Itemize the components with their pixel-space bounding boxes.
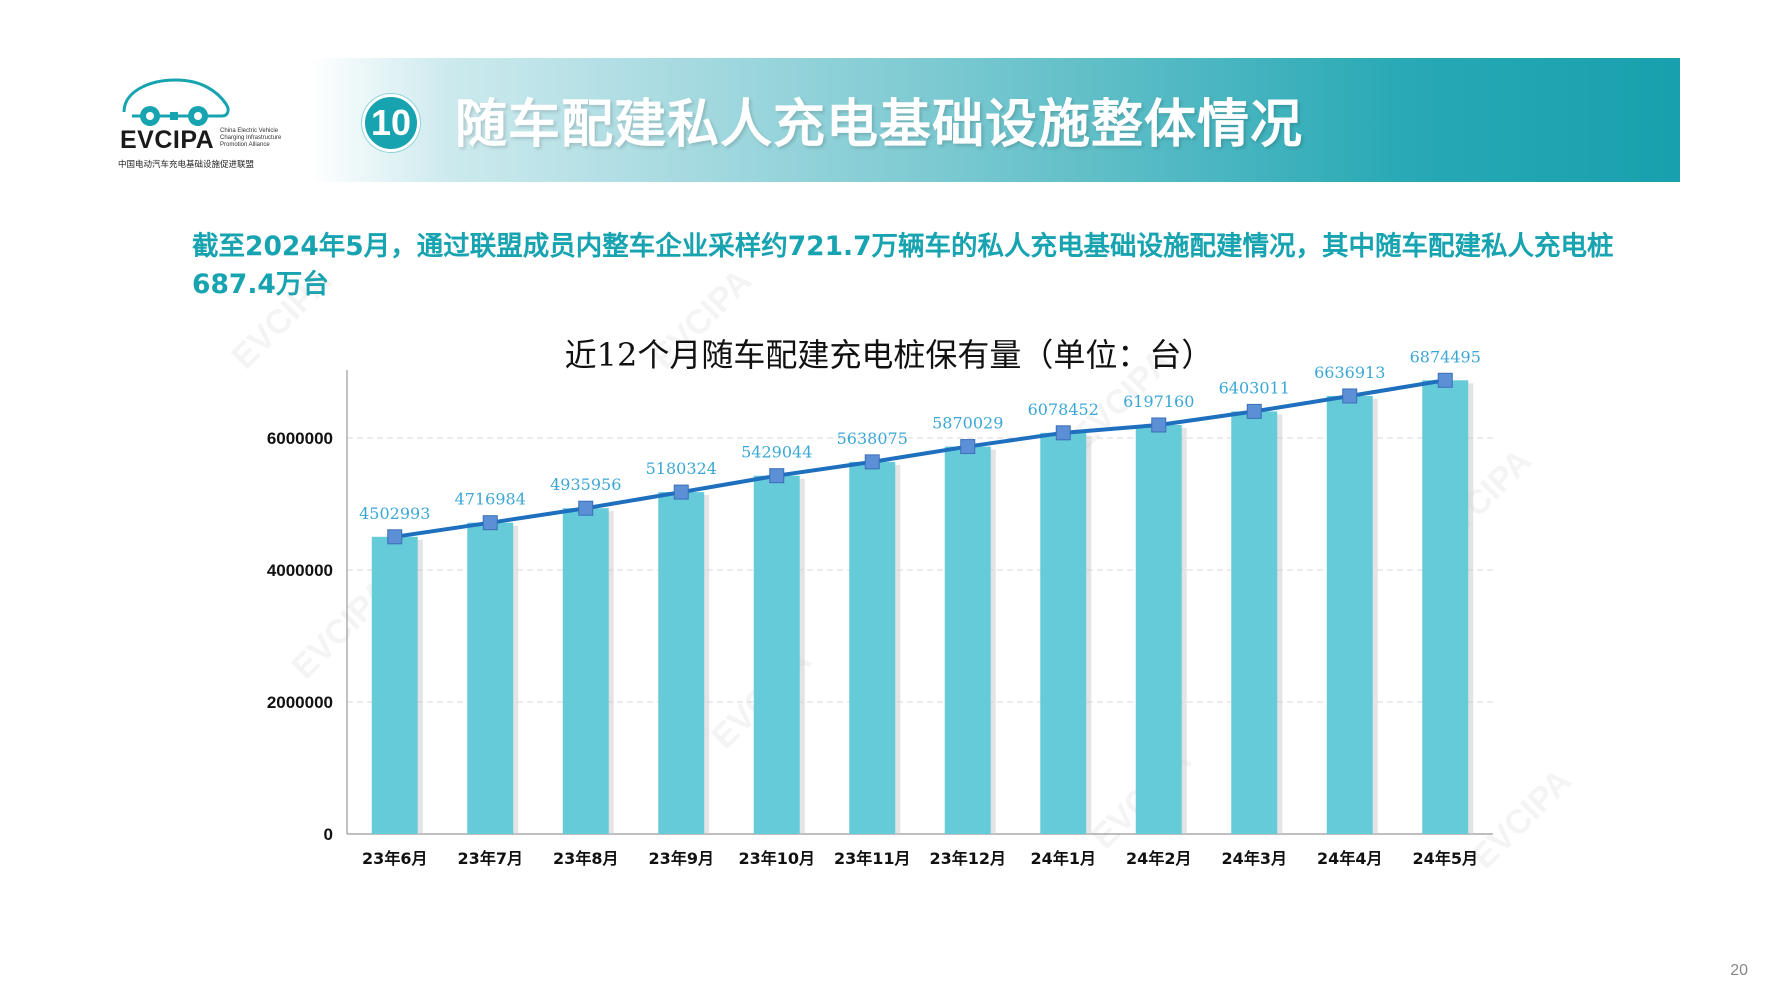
x-tick-label: 24年1月 (1031, 849, 1096, 868)
data-label: 4935956 (550, 475, 621, 494)
x-tick-label: 23年8月 (553, 849, 618, 868)
data-label: 6197160 (1123, 392, 1194, 411)
data-label: 5870029 (932, 414, 1003, 433)
y-tick-label: 4000000 (267, 561, 333, 580)
data-point-marker (482, 515, 498, 531)
x-tick-label: 23年12月 (929, 849, 1006, 868)
data-label: 5429044 (741, 443, 812, 462)
bar (371, 536, 418, 834)
bar (1135, 424, 1182, 834)
x-tick-label: 24年5月 (1413, 849, 1478, 868)
bar (944, 446, 991, 834)
logo-chinese-name: 中国电动汽车充电基础设施促进联盟 (118, 160, 255, 170)
car-plug-icon (122, 78, 230, 126)
data-label: 5180324 (646, 459, 717, 478)
logo-wordmark: EVCIPA (120, 126, 215, 154)
bar (1231, 411, 1278, 834)
series-line (394, 378, 1446, 539)
data-point-marker (960, 439, 976, 455)
x-tick-label: 23年7月 (458, 849, 523, 868)
bar (1040, 432, 1087, 834)
evcipa-logo: EVCIPA China Electric Vehicle Charging I… (118, 70, 288, 180)
x-tick-label: 23年6月 (362, 849, 427, 868)
x-tick-label: 24年3月 (1222, 849, 1287, 868)
x-tick-label: 24年2月 (1126, 849, 1191, 868)
data-point-marker (387, 529, 403, 545)
y-tick-label: 6000000 (267, 429, 333, 448)
logo-english-name: China Electric Vehicle Charging Infrastr… (220, 128, 282, 148)
summary-text: 截至2024年5月，通过联盟成员内整车企业采样约721.7万辆车的私人充电基础设… (192, 231, 1614, 300)
y-tick-label: 2000000 (267, 693, 333, 712)
y-tick-label: 0 (324, 825, 333, 844)
chart-title: 近12个月随车配建充电桩保有量（单位：台） (564, 336, 1214, 374)
data-label: 6636913 (1314, 363, 1385, 382)
data-point-marker (1055, 425, 1071, 441)
x-tick-label: 23年9月 (649, 849, 714, 868)
section-number-badge: 10 (362, 94, 420, 152)
bar (658, 492, 705, 834)
x-tick-label: 23年10月 (738, 849, 815, 868)
data-label: 6874495 (1410, 347, 1481, 366)
data-label: 6078452 (1028, 400, 1099, 419)
data-point-marker (578, 500, 594, 516)
data-point-marker (1151, 417, 1167, 433)
bar (753, 475, 800, 834)
bar (562, 508, 609, 834)
x-tick-label: 24年4月 (1317, 849, 1382, 868)
data-point-marker (769, 468, 785, 484)
x-tick-label: 23年11月 (834, 849, 911, 868)
data-point-marker (1246, 403, 1262, 419)
bar (467, 522, 514, 834)
data-point-marker (1342, 388, 1358, 404)
bar (1422, 380, 1469, 834)
data-point-marker (673, 484, 689, 500)
data-point-marker (864, 454, 880, 470)
page-title: 随车配建私人充电基础设施整体情况 (455, 95, 1304, 155)
bar (1326, 395, 1373, 834)
data-label: 5638075 (837, 429, 908, 448)
data-label: 6403011 (1219, 378, 1290, 397)
bar (849, 461, 896, 834)
header-banner: 10 随车配建私人充电基础设施整体情况 (310, 58, 1680, 182)
data-label: 4716984 (455, 490, 526, 509)
data-label: 4502993 (359, 504, 430, 523)
page-number: 20 (1730, 962, 1748, 979)
data-point-marker (1437, 372, 1453, 388)
